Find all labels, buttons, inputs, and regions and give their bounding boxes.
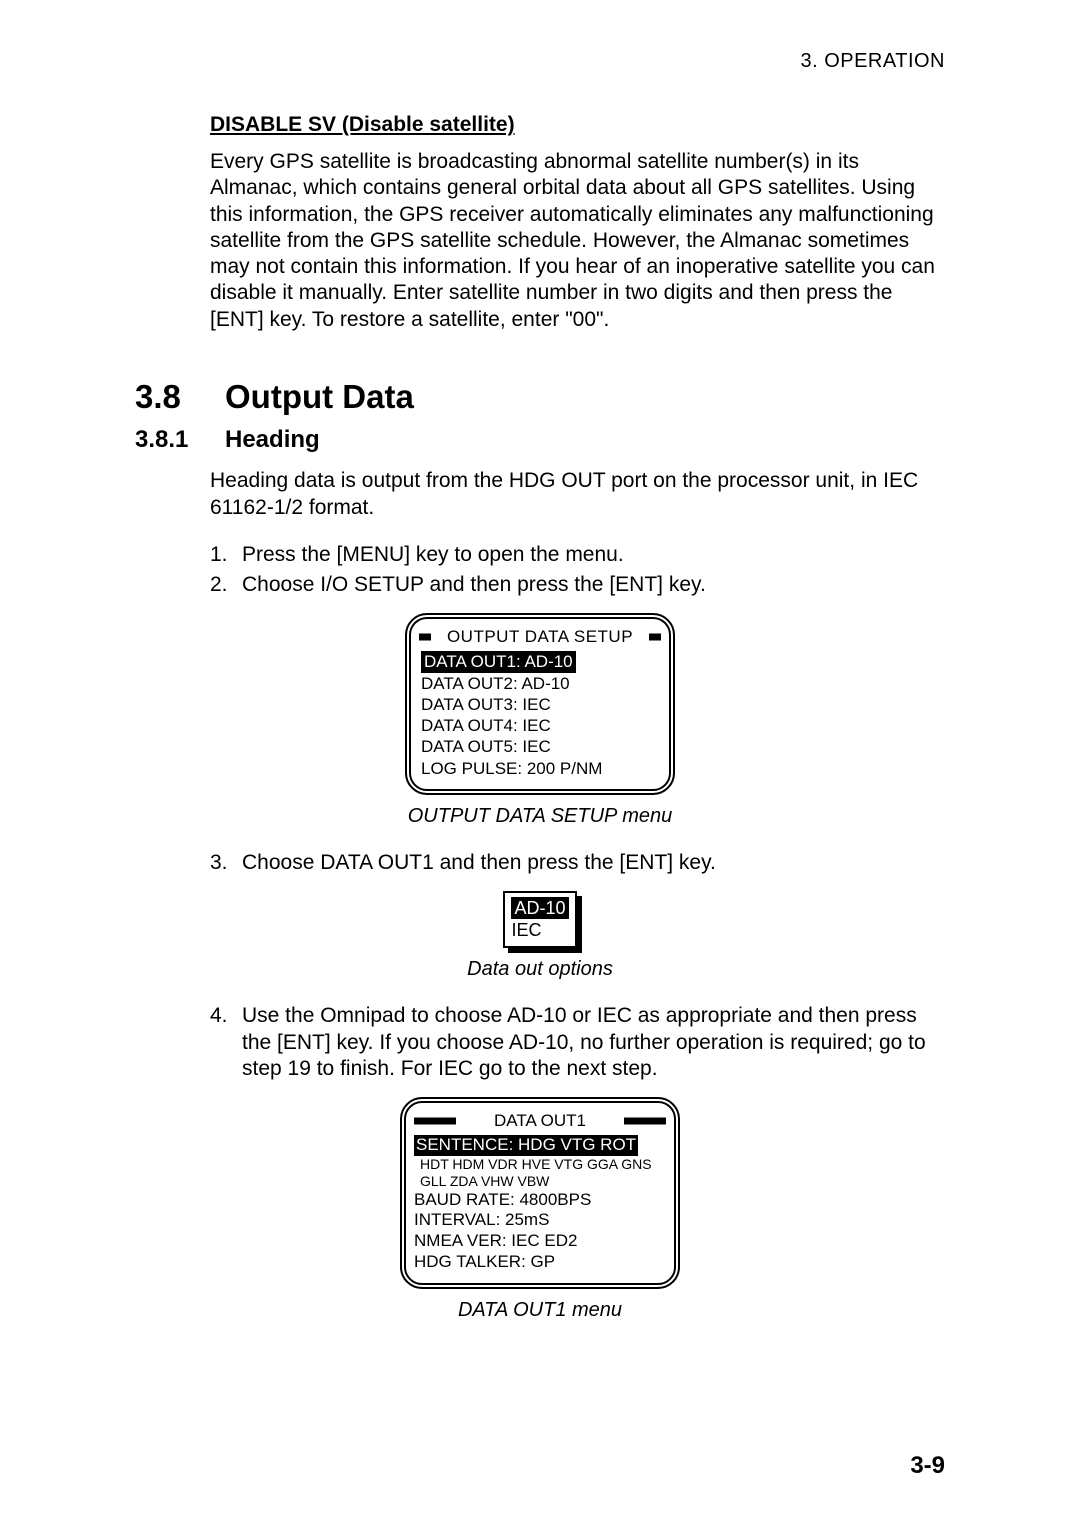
step-marker: 2. <box>210 572 242 599</box>
options-box: AD-10 IEC <box>503 891 576 948</box>
lcd-panel: OUTPUT DATA SETUP DATA OUT1: AD-10 DATA … <box>405 613 675 795</box>
step-list: 4. Use the Omnipad to choose AD-10 or IE… <box>210 1003 945 1084</box>
lcd-line: BAUD RATE: 4800BPS <box>414 1190 666 1211</box>
lcd-line: INTERVAL: 25mS <box>414 1210 666 1231</box>
lcd-subline: GLL ZDA VHW VBW <box>414 1173 666 1190</box>
step-marker: 4. <box>210 1003 242 1084</box>
lcd-line: DATA OUT2: AD-10 <box>421 673 659 694</box>
figure-caption: Data out options <box>467 958 613 981</box>
disable-sv-paragraph: Every GPS satellite is broadcasting abno… <box>210 149 945 333</box>
figure-data-out-options: AD-10 IEC Data out options <box>135 891 945 995</box>
section-title: Output Data <box>225 378 414 416</box>
option-selected: AD-10 <box>511 897 568 920</box>
subsection-title: Heading <box>225 426 320 454</box>
list-item: 1. Press the [MENU] key to open the menu… <box>210 542 945 569</box>
step-text: Choose I/O SETUP and then press the [ENT… <box>242 572 945 599</box>
lcd-line: DATA OUT4: IEC <box>421 715 659 736</box>
lcd-title: DATA OUT1 <box>414 1111 666 1131</box>
step-marker: 3. <box>210 850 242 877</box>
lcd-line: LOG PULSE: 200 P/NM <box>421 758 659 779</box>
chapter-header: 3. OPERATION <box>135 50 945 73</box>
section-number: 3.8 <box>135 378 225 416</box>
list-item: 4. Use the Omnipad to choose AD-10 or IE… <box>210 1003 945 1084</box>
step-marker: 1. <box>210 542 242 569</box>
step-text: Press the [MENU] key to open the menu. <box>242 542 945 569</box>
subsection-heading: 3.8.1 Heading <box>135 426 945 454</box>
step-list: 3. Choose DATA OUT1 and then press the [… <box>210 850 945 877</box>
lcd-subline: HDT HDM VDR HVE VTG GGA GNS <box>414 1156 666 1173</box>
lcd-line: HDG TALKER: GP <box>414 1252 666 1273</box>
lcd-line: NMEA VER: IEC ED2 <box>414 1231 666 1252</box>
page: 3. OPERATION DISABLE SV (Disable satelli… <box>0 0 1080 1528</box>
figure-caption: OUTPUT DATA SETUP menu <box>408 805 672 828</box>
lcd-title: OUTPUT DATA SETUP <box>421 627 659 647</box>
lcd-line: DATA OUT5: IEC <box>421 736 659 757</box>
step-list: 1. Press the [MENU] key to open the menu… <box>210 542 945 600</box>
lcd-line-selected: DATA OUT1: AD-10 <box>421 651 576 672</box>
subsection-number: 3.8.1 <box>135 426 225 454</box>
lcd-line-selected: SENTENCE: HDG VTG ROT <box>414 1135 638 1156</box>
list-item: 2. Choose I/O SETUP and then press the [… <box>210 572 945 599</box>
disable-sv-title: DISABLE SV (Disable satellite) <box>210 113 945 137</box>
section-heading: 3.8 Output Data <box>135 378 945 416</box>
lcd-line: DATA OUT3: IEC <box>421 694 659 715</box>
list-item: 3. Choose DATA OUT1 and then press the [… <box>210 850 945 877</box>
heading-paragraph: Heading data is output from the HDG OUT … <box>210 468 945 522</box>
page-number: 3-9 <box>910 1452 945 1480</box>
step-text: Choose DATA OUT1 and then press the [ENT… <box>242 850 945 877</box>
option-line: IEC <box>511 919 568 942</box>
figure-data-out1-menu: DATA OUT1 SENTENCE: HDG VTG ROT HDT HDM … <box>135 1097 945 1335</box>
step-text: Use the Omnipad to choose AD-10 or IEC a… <box>242 1003 945 1084</box>
figure-caption: DATA OUT1 menu <box>458 1299 622 1322</box>
lcd-panel: DATA OUT1 SENTENCE: HDG VTG ROT HDT HDM … <box>400 1097 680 1288</box>
figure-output-data-setup: OUTPUT DATA SETUP DATA OUT1: AD-10 DATA … <box>135 613 945 842</box>
